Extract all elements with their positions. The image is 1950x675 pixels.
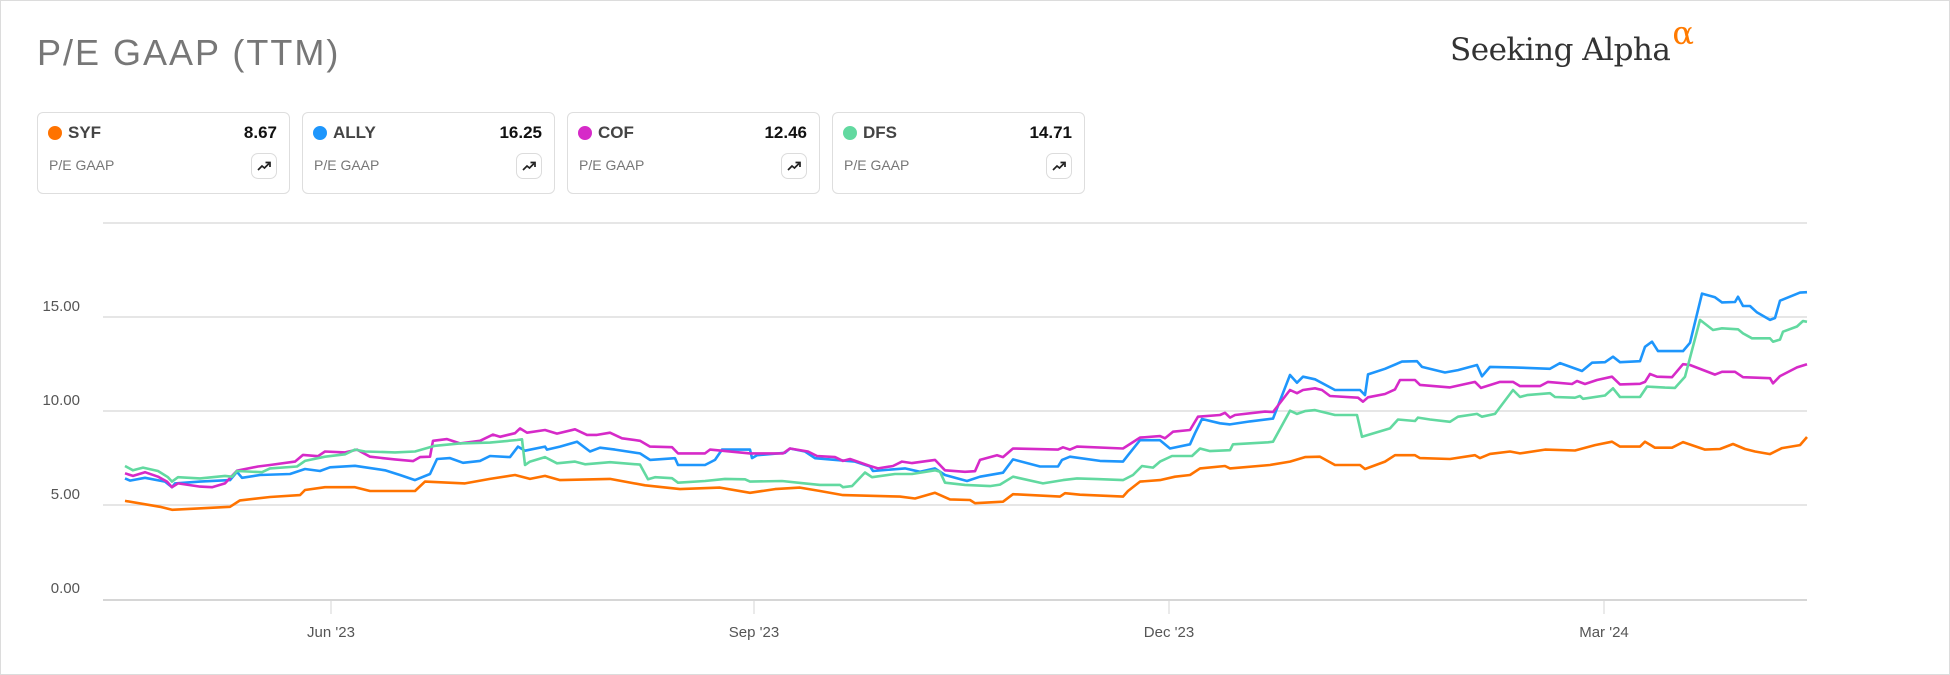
trending-up-icon[interactable] (251, 153, 277, 179)
legend-card-ally[interactable]: ALLY 16.25 P/E GAAP (302, 112, 555, 194)
series-line-syf[interactable] (124, 436, 1808, 512)
series-lines[interactable] (124, 290, 1808, 512)
alpha-logo-icon: α (1672, 14, 1694, 52)
metric-value: 14.71 (1029, 123, 1072, 142)
metric-value: 12.46 (764, 123, 807, 142)
metric-label: P/E GAAP (49, 157, 115, 173)
x-tick-label: Jun '23 (307, 624, 355, 641)
ticker-label: COF (598, 123, 634, 142)
metric-label: P/E GAAP (579, 157, 645, 173)
brand-name: Seeking Alpha (1450, 32, 1671, 68)
metric-value: 8.67 (243, 123, 277, 142)
metric-value: 16.25 (499, 123, 542, 142)
ticker-label: SYF (68, 123, 102, 142)
ticker-label: DFS (863, 123, 897, 142)
y-tick-label: 15.00 (42, 298, 80, 315)
series-color-dot-icon (313, 126, 327, 140)
y-tick-label: 0.00 (50, 580, 80, 597)
brand-logo: Seeking Alphaα (1450, 14, 1694, 68)
y-tick-label: 5.00 (50, 486, 80, 503)
legend-cards: SYF 8.67 P/E GAAP ALLY 16.25 P/E GAAP CO… (37, 112, 1085, 194)
trending-up-icon[interactable] (1046, 153, 1072, 179)
series-color-dot-icon (843, 126, 857, 140)
chart-title: P/E GAAP (TTM) (37, 32, 341, 73)
trending-up-icon[interactable] (781, 153, 807, 179)
ticker-label: ALLY (333, 123, 376, 142)
y-tick-label: 10.00 (42, 392, 80, 409)
legend-card-cof[interactable]: COF 12.46 P/E GAAP (567, 112, 820, 194)
series-line-ally[interactable] (124, 290, 1808, 489)
x-tick-label: Dec '23 (1143, 624, 1195, 641)
x-tick-label: Sep '23 (728, 624, 780, 641)
x-tick-label: Mar '24 (1579, 624, 1629, 641)
series-color-dot-icon (578, 126, 592, 140)
metric-label: P/E GAAP (314, 157, 380, 173)
gridlines (103, 222, 1807, 601)
trending-up-icon[interactable] (516, 153, 542, 179)
series-color-dot-icon (48, 126, 62, 140)
series-line-cof[interactable] (124, 362, 1808, 489)
legend-card-dfs[interactable]: DFS 14.71 P/E GAAP (832, 112, 1085, 194)
legend-card-syf[interactable]: SYF 8.67 P/E GAAP (37, 112, 290, 194)
x-axis (330, 601, 1605, 614)
metric-label: P/E GAAP (844, 157, 910, 173)
series-line-dfs[interactable] (124, 318, 1808, 489)
